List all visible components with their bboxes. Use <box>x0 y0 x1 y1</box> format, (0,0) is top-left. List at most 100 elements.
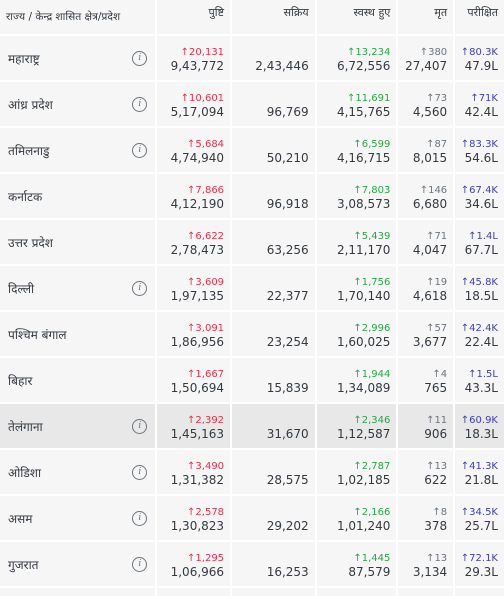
confirmed-cell: ↑20,131 9,43,772 <box>157 36 231 80</box>
confirmed-cell: ↑3,490 1,31,382 <box>157 450 231 494</box>
header-tested[interactable]: परीक्षित <box>455 0 504 34</box>
header-state-label: राज्य / केन्द्र शासित क्षेत्र/प्रदेश <box>6 11 121 23</box>
table-row[interactable]: असम i ↑2,578 1,30,823 29,202 ↑2,166 1,01,… <box>0 496 504 542</box>
table-row[interactable]: दिल्ली i ↑3,609 1,97,135 22,377 ↑1,756 1,… <box>0 266 504 312</box>
table-row[interactable]: उत्तर प्रदेश ↑6,622 2,78,473 63,256 ↑5,4… <box>0 220 504 266</box>
recovered-delta: ↑2,787 <box>353 461 391 472</box>
tested-delta: ↑67.4K <box>460 185 498 196</box>
recovered-delta: ↑2,166 <box>353 507 391 518</box>
confirmed-cell: ↑6,622 2,78,473 <box>157 220 231 264</box>
recovered-value: 4,15,765 <box>336 105 391 119</box>
table-row[interactable]: पश्चिम बंगाल ↑3,091 1,86,956 23,254 ↑2,9… <box>0 312 504 358</box>
state-cell[interactable]: असम i <box>0 496 156 540</box>
deceased-delta: ↑19 <box>426 277 448 288</box>
recovered-value: 1,70,140 <box>336 289 391 303</box>
state-cell[interactable]: उत्तर प्रदेश <box>0 220 156 264</box>
tested-delta: ↑1.4L <box>468 231 498 242</box>
info-icon[interactable]: i <box>132 50 148 66</box>
state-name: पश्चिम बंगाल <box>8 327 67 342</box>
tested-cell: ↑41.3K 21.8L <box>455 450 504 494</box>
table-row[interactable]: ओडिशा i ↑3,490 1,31,382 28,575 ↑2,787 1,0… <box>0 450 504 496</box>
active-cell: 23,254 <box>232 312 315 356</box>
info-icon[interactable]: i <box>132 464 148 480</box>
recovered-delta: ↑1,944 <box>353 369 391 380</box>
state-cell[interactable]: तमिलनाडु i <box>0 128 156 172</box>
deceased-delta: ↑8 <box>432 507 448 518</box>
header-confirmed-label: पुष्टि <box>208 5 225 19</box>
header-confirmed[interactable]: पुष्टि <box>157 0 231 34</box>
table-row[interactable]: महाराष्ट्र i ↑20,131 9,43,772 2,43,446 ↑1… <box>0 36 504 82</box>
recovered-cell: ↑1,756 1,70,140 <box>316 266 397 310</box>
deceased-delta: ↑4 <box>432 369 448 380</box>
state-name: ओडिशा <box>8 465 42 480</box>
recovered-delta: ↑6,599 <box>353 139 391 150</box>
active-cell: 16,253 <box>232 542 315 586</box>
deceased-value: 765 <box>424 381 448 395</box>
state-cell[interactable]: आंध्र प्रदेश i <box>0 82 156 126</box>
state-name: कर्नाटक <box>8 189 43 204</box>
confirmed-cell: ↑1,667 1,50,694 <box>157 358 231 402</box>
confirmed-delta: ↑3,091 <box>187 323 225 334</box>
info-icon[interactable]: i <box>132 142 148 158</box>
header-active[interactable]: सक्रिय <box>232 0 315 34</box>
recovered-delta: ↑5,439 <box>353 231 391 242</box>
header-recovered[interactable]: स्वस्थ हुए <box>316 0 397 34</box>
info-icon[interactable]: i <box>132 280 148 296</box>
state-cell[interactable]: कर्नाटक <box>0 174 156 218</box>
tested-value: 18.3L <box>464 427 498 441</box>
table-row[interactable]: बिहार ↑1,667 1,50,694 15,839 ↑1,944 1,34… <box>0 358 504 404</box>
confirmed-delta: ↑3,609 <box>187 277 225 288</box>
confirmed-value: 2,78,473 <box>170 243 225 257</box>
recovered-cell: ↑2,346 1,12,587 <box>316 404 397 448</box>
active-value: 29,202 <box>266 519 309 533</box>
state-cell[interactable]: तेलंगाना i <box>0 404 156 448</box>
info-icon[interactable]: i <box>132 510 148 526</box>
recovered-delta: ↑7,803 <box>353 185 391 196</box>
header-deceased[interactable]: मृत <box>398 0 454 34</box>
state-cell[interactable]: बिहार <box>0 358 156 402</box>
deceased-value: 3,677 <box>412 335 448 349</box>
recovered-cell: ↑13,234 6,72,556 <box>316 36 397 80</box>
state-name: दिल्ली <box>8 281 35 296</box>
recovered-delta: ↑11,691 <box>347 93 391 104</box>
table-row[interactable]: तमिलनाडु i ↑5,684 4,74,940 50,210 ↑6,599 … <box>0 128 504 174</box>
recovered-value: 1,60,025 <box>336 335 391 349</box>
deceased-delta: ↑71 <box>426 231 448 242</box>
recovered-delta: ↑13,234 <box>347 47 391 58</box>
deceased-value: 8,015 <box>412 151 448 165</box>
active-value: 22,377 <box>266 289 309 303</box>
deceased-value: 3,134 <box>412 565 448 579</box>
tested-value: 18.5L <box>464 289 498 303</box>
header-state[interactable]: राज्य / केन्द्र शासित क्षेत्र/प्रदेश <box>0 0 156 34</box>
tested-value: 43.3L <box>464 381 498 395</box>
table-row[interactable]: तेलंगाना i ↑2,392 1,45,163 31,670 ↑2,346 … <box>0 404 504 450</box>
state-cell[interactable]: दिल्ली i <box>0 266 156 310</box>
recovered-cell: ↑1,944 1,34,089 <box>316 358 397 402</box>
info-icon[interactable]: i <box>132 418 148 434</box>
tested-value: 22.4L <box>464 335 498 349</box>
active-value: 2,43,446 <box>255 59 309 73</box>
confirmed-cell: ↑7,866 4,12,190 <box>157 174 231 218</box>
state-cell[interactable]: गुजरात i <box>0 542 156 586</box>
state-cell[interactable]: ओडिशा i <box>0 450 156 494</box>
deceased-delta: ↑146 <box>419 185 448 196</box>
table-row[interactable]: आंध्र प्रदेश i ↑10,601 5,17,094 96,769 ↑1… <box>0 82 504 128</box>
deceased-cell: ↑87 8,015 <box>398 128 454 172</box>
confirmed-value: 1,45,163 <box>170 427 225 441</box>
tested-value: 42.4L <box>464 105 498 119</box>
state-cell[interactable]: महाराष्ट्र i <box>0 36 156 80</box>
confirmed-delta: ↑1,295 <box>187 553 225 564</box>
header-active-label: सक्रिय <box>283 5 309 19</box>
confirmed-delta: ↑2,578 <box>187 507 225 518</box>
deceased-delta: ↑380 <box>419 47 448 58</box>
tested-cell: ↑60.9K 18.3L <box>455 404 504 448</box>
recovered-delta: ↑1,756 <box>353 277 391 288</box>
info-icon[interactable]: i <box>132 96 148 112</box>
state-cell[interactable]: पश्चिम बंगाल <box>0 312 156 356</box>
table-row[interactable]: गुजरात i ↑1,295 1,06,966 16,253 ↑1,445 87… <box>0 542 504 588</box>
deceased-delta: ↑57 <box>426 323 448 334</box>
recovered-value: 2,11,170 <box>336 243 391 257</box>
info-icon[interactable]: i <box>132 556 148 572</box>
table-row[interactable]: कर्नाटक ↑7,866 4,12,190 96,918 ↑7,803 3,… <box>0 174 504 220</box>
